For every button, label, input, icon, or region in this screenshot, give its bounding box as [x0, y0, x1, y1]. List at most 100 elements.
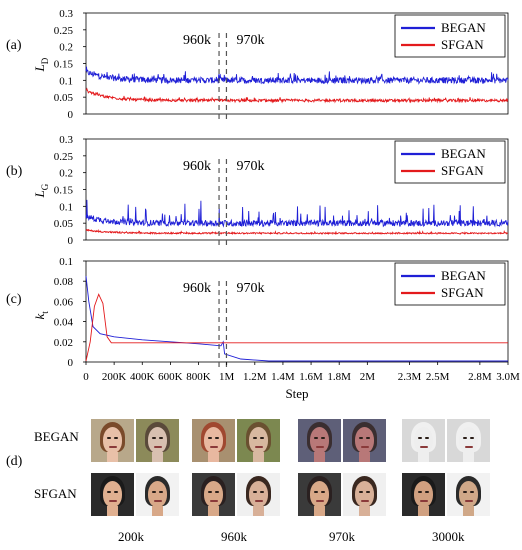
y-tick-label: 0 [68, 357, 74, 369]
eye [215, 437, 219, 439]
eye [215, 491, 219, 493]
neck [463, 505, 474, 516]
series-line-began [85, 199, 509, 228]
mouth [210, 446, 218, 448]
y-tick-label: 0.3 [59, 8, 73, 20]
step-label-960k: 960k [221, 529, 247, 544]
step-label-200k: 200k [118, 529, 144, 544]
eye [366, 491, 370, 493]
face [249, 481, 268, 507]
sample-thumbnail [91, 473, 134, 516]
y-tick-label: 0.25 [54, 151, 74, 163]
neck [359, 451, 370, 462]
sample-thumbnail [298, 473, 341, 516]
y-tick-label: 0.1 [59, 75, 73, 87]
x-tick-label: 1.4M [271, 371, 295, 383]
legend-box [394, 140, 506, 184]
y-axis-label-main: L [32, 64, 47, 72]
face [414, 427, 433, 453]
eye [114, 491, 118, 493]
series-line-sfgan [85, 228, 509, 236]
legend-label-sfgan: SFGAN [441, 37, 484, 52]
y-tick-label: 0.04 [54, 317, 74, 329]
panel-a: 0 0.05 0.1 0.15 0.2 0.25 0.3 LD 960k 970k BEGAN SFG… [32, 8, 509, 121]
eye [321, 437, 325, 439]
y-tick-label: 0.02 [54, 337, 73, 349]
eye [152, 491, 156, 493]
panel-letter-d: (d) [6, 454, 23, 469]
y-tick-label: 0.15 [54, 185, 74, 197]
eye [418, 437, 422, 439]
y-axis-label-main: L [32, 190, 47, 198]
annotation-960k: 960k [183, 159, 211, 174]
sample-thumbnail [192, 473, 235, 516]
face [355, 481, 374, 507]
face [103, 481, 122, 507]
row-label-began: BEGAN [34, 429, 79, 444]
y-axis-label-sub: D [40, 57, 50, 64]
eye [159, 491, 163, 493]
x-tick-label: 0 [83, 371, 89, 383]
y-tick-label: 0.25 [54, 25, 74, 37]
series-line-began [85, 66, 509, 85]
sample-thumbnail [192, 419, 235, 462]
neck [463, 451, 474, 462]
step-label-970k: 970k [329, 529, 355, 544]
sample-thumbnail [136, 473, 179, 516]
face [103, 427, 122, 453]
panel-c: 0 0.02 0.04 0.06 0.08 0.1 kt 960k 970k BEGAN SFGAN [32, 256, 509, 369]
mouth [154, 446, 162, 448]
x-tick-label: 2M [360, 371, 376, 383]
mouth [465, 500, 473, 502]
y-tick-label: 0.2 [59, 42, 73, 54]
x-axis: 0 200K 400K 600K 800K 1M 1.2M 1.4M 1.6M 1.8M 2M 2.3… [83, 362, 520, 401]
y-axis-label: LG [32, 183, 50, 198]
face [459, 427, 478, 453]
legend-label-sfgan: SFGAN [441, 285, 484, 300]
x-tick-label: 1M [219, 371, 235, 383]
eye [107, 491, 111, 493]
row-label-sfgan: SFGAN [34, 486, 77, 501]
mouth [154, 500, 162, 502]
x-tick-label: 400K [130, 371, 155, 383]
neck [418, 451, 429, 462]
mouth [255, 446, 263, 448]
series-line-sfgan [85, 293, 508, 362]
sample-thumbnail [91, 419, 134, 462]
face [204, 481, 223, 507]
mouth [316, 446, 324, 448]
neck [253, 451, 264, 462]
eye [260, 437, 264, 439]
y-axis-label-sub: G [40, 183, 50, 190]
x-tick-label: 1.2M [243, 371, 267, 383]
x-tick-label: 2.5M [426, 371, 450, 383]
face [459, 481, 478, 507]
mouth [361, 500, 369, 502]
eye [425, 491, 429, 493]
y-tick-label: 0.08 [54, 276, 74, 288]
panel-b: 0 0.05 0.1 0.15 0.2 0.25 0.3 LG 960k 970k BEGAN SFG… [32, 134, 509, 247]
mouth [361, 446, 369, 448]
legend-label-began: BEGAN [441, 146, 486, 161]
x-tick-label: 800K [186, 371, 211, 383]
x-tick-label: 200K [102, 371, 127, 383]
y-tick-label: 0.1 [59, 201, 73, 213]
sample-thumbnail [447, 473, 490, 516]
neck [314, 451, 325, 462]
x-tick-label: 2.8M [468, 371, 492, 383]
neck [253, 505, 264, 516]
annotation-970k: 970k [236, 33, 264, 48]
eye [418, 491, 422, 493]
y-axis-label: LD [32, 57, 50, 72]
panel-letter-c: (c) [6, 292, 22, 307]
neck [107, 505, 118, 516]
eye [253, 437, 257, 439]
face [355, 427, 374, 453]
eye [425, 437, 429, 439]
sample-thumbnail [402, 419, 445, 462]
y-tick-label: 0.05 [54, 92, 74, 104]
eye [314, 437, 318, 439]
y-tick-label: 0.05 [54, 218, 74, 230]
neck [314, 505, 325, 516]
y-tick-label: 0 [68, 235, 74, 247]
